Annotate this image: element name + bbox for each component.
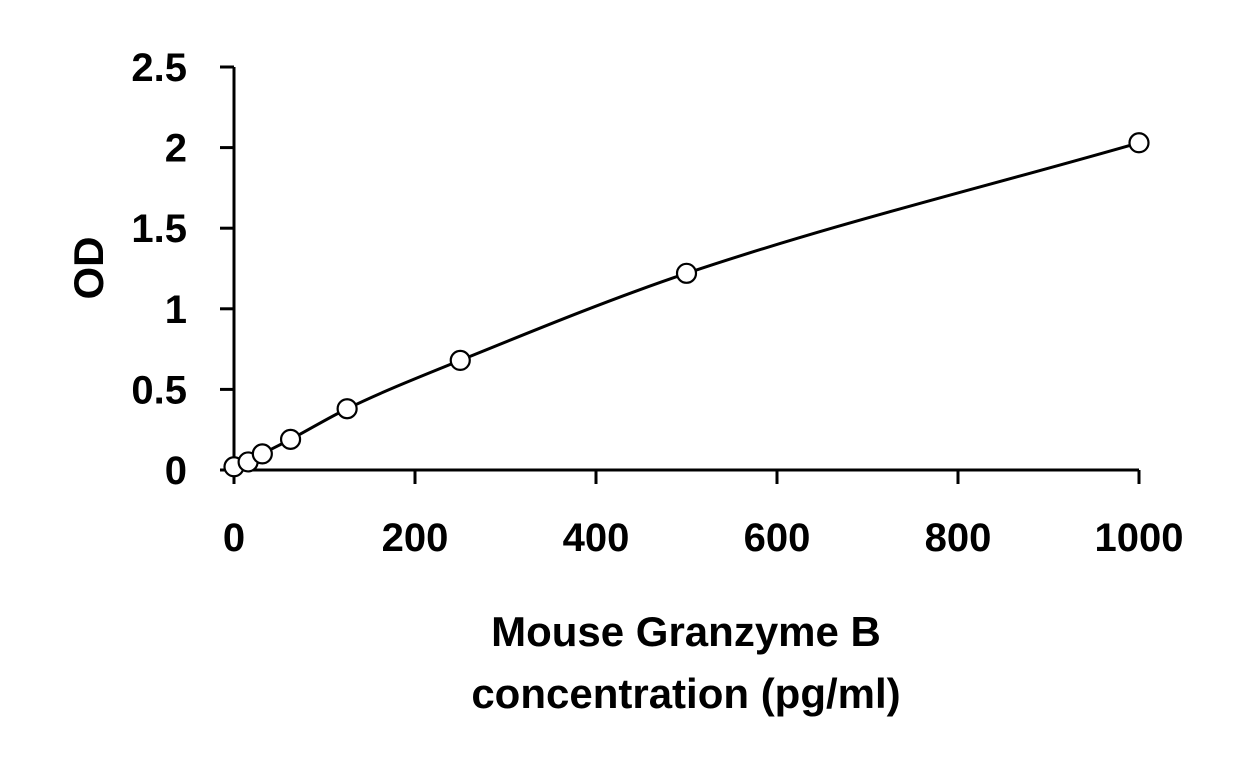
x-tick-label: 800 <box>925 516 992 560</box>
data-point <box>675 262 698 284</box>
y-tick-label: 0 <box>165 449 187 493</box>
data-point <box>449 349 471 371</box>
x-tick-label: 0 <box>223 516 245 560</box>
x-axis-title-line-1: Mouse Granzyme B <box>491 608 881 655</box>
data-points <box>223 132 1150 478</box>
y-ticks: 0 0.5 1 1.5 2 2.5 <box>131 46 234 493</box>
data-point <box>251 443 273 465</box>
y-tick-label: 2.5 <box>131 46 187 90</box>
x-tick-label: 200 <box>382 516 449 560</box>
y-axis-title: OD <box>65 237 112 300</box>
y-tick-label: 1 <box>165 288 187 332</box>
data-point <box>336 398 358 420</box>
y-tick-label: 1.5 <box>131 207 187 251</box>
x-axis: 0 200 400 600 800 1000 <box>223 468 1184 560</box>
y-tick-label: 2 <box>165 127 187 171</box>
data-point <box>279 428 302 450</box>
y-axis: 0 0.5 1 1.5 2 2.5 <box>131 46 236 493</box>
data-point <box>1128 132 1150 154</box>
x-tick-label: 400 <box>563 516 630 560</box>
x-tick-label: 600 <box>744 516 811 560</box>
x-ticks: 0 200 400 600 800 1000 <box>223 470 1184 560</box>
y-tick-label: 0.5 <box>131 368 187 412</box>
x-tick-label: 1000 <box>1095 516 1184 560</box>
x-axis-title-line-2: concentration (pg/ml) <box>471 670 900 717</box>
fit-curve <box>233 141 1140 469</box>
